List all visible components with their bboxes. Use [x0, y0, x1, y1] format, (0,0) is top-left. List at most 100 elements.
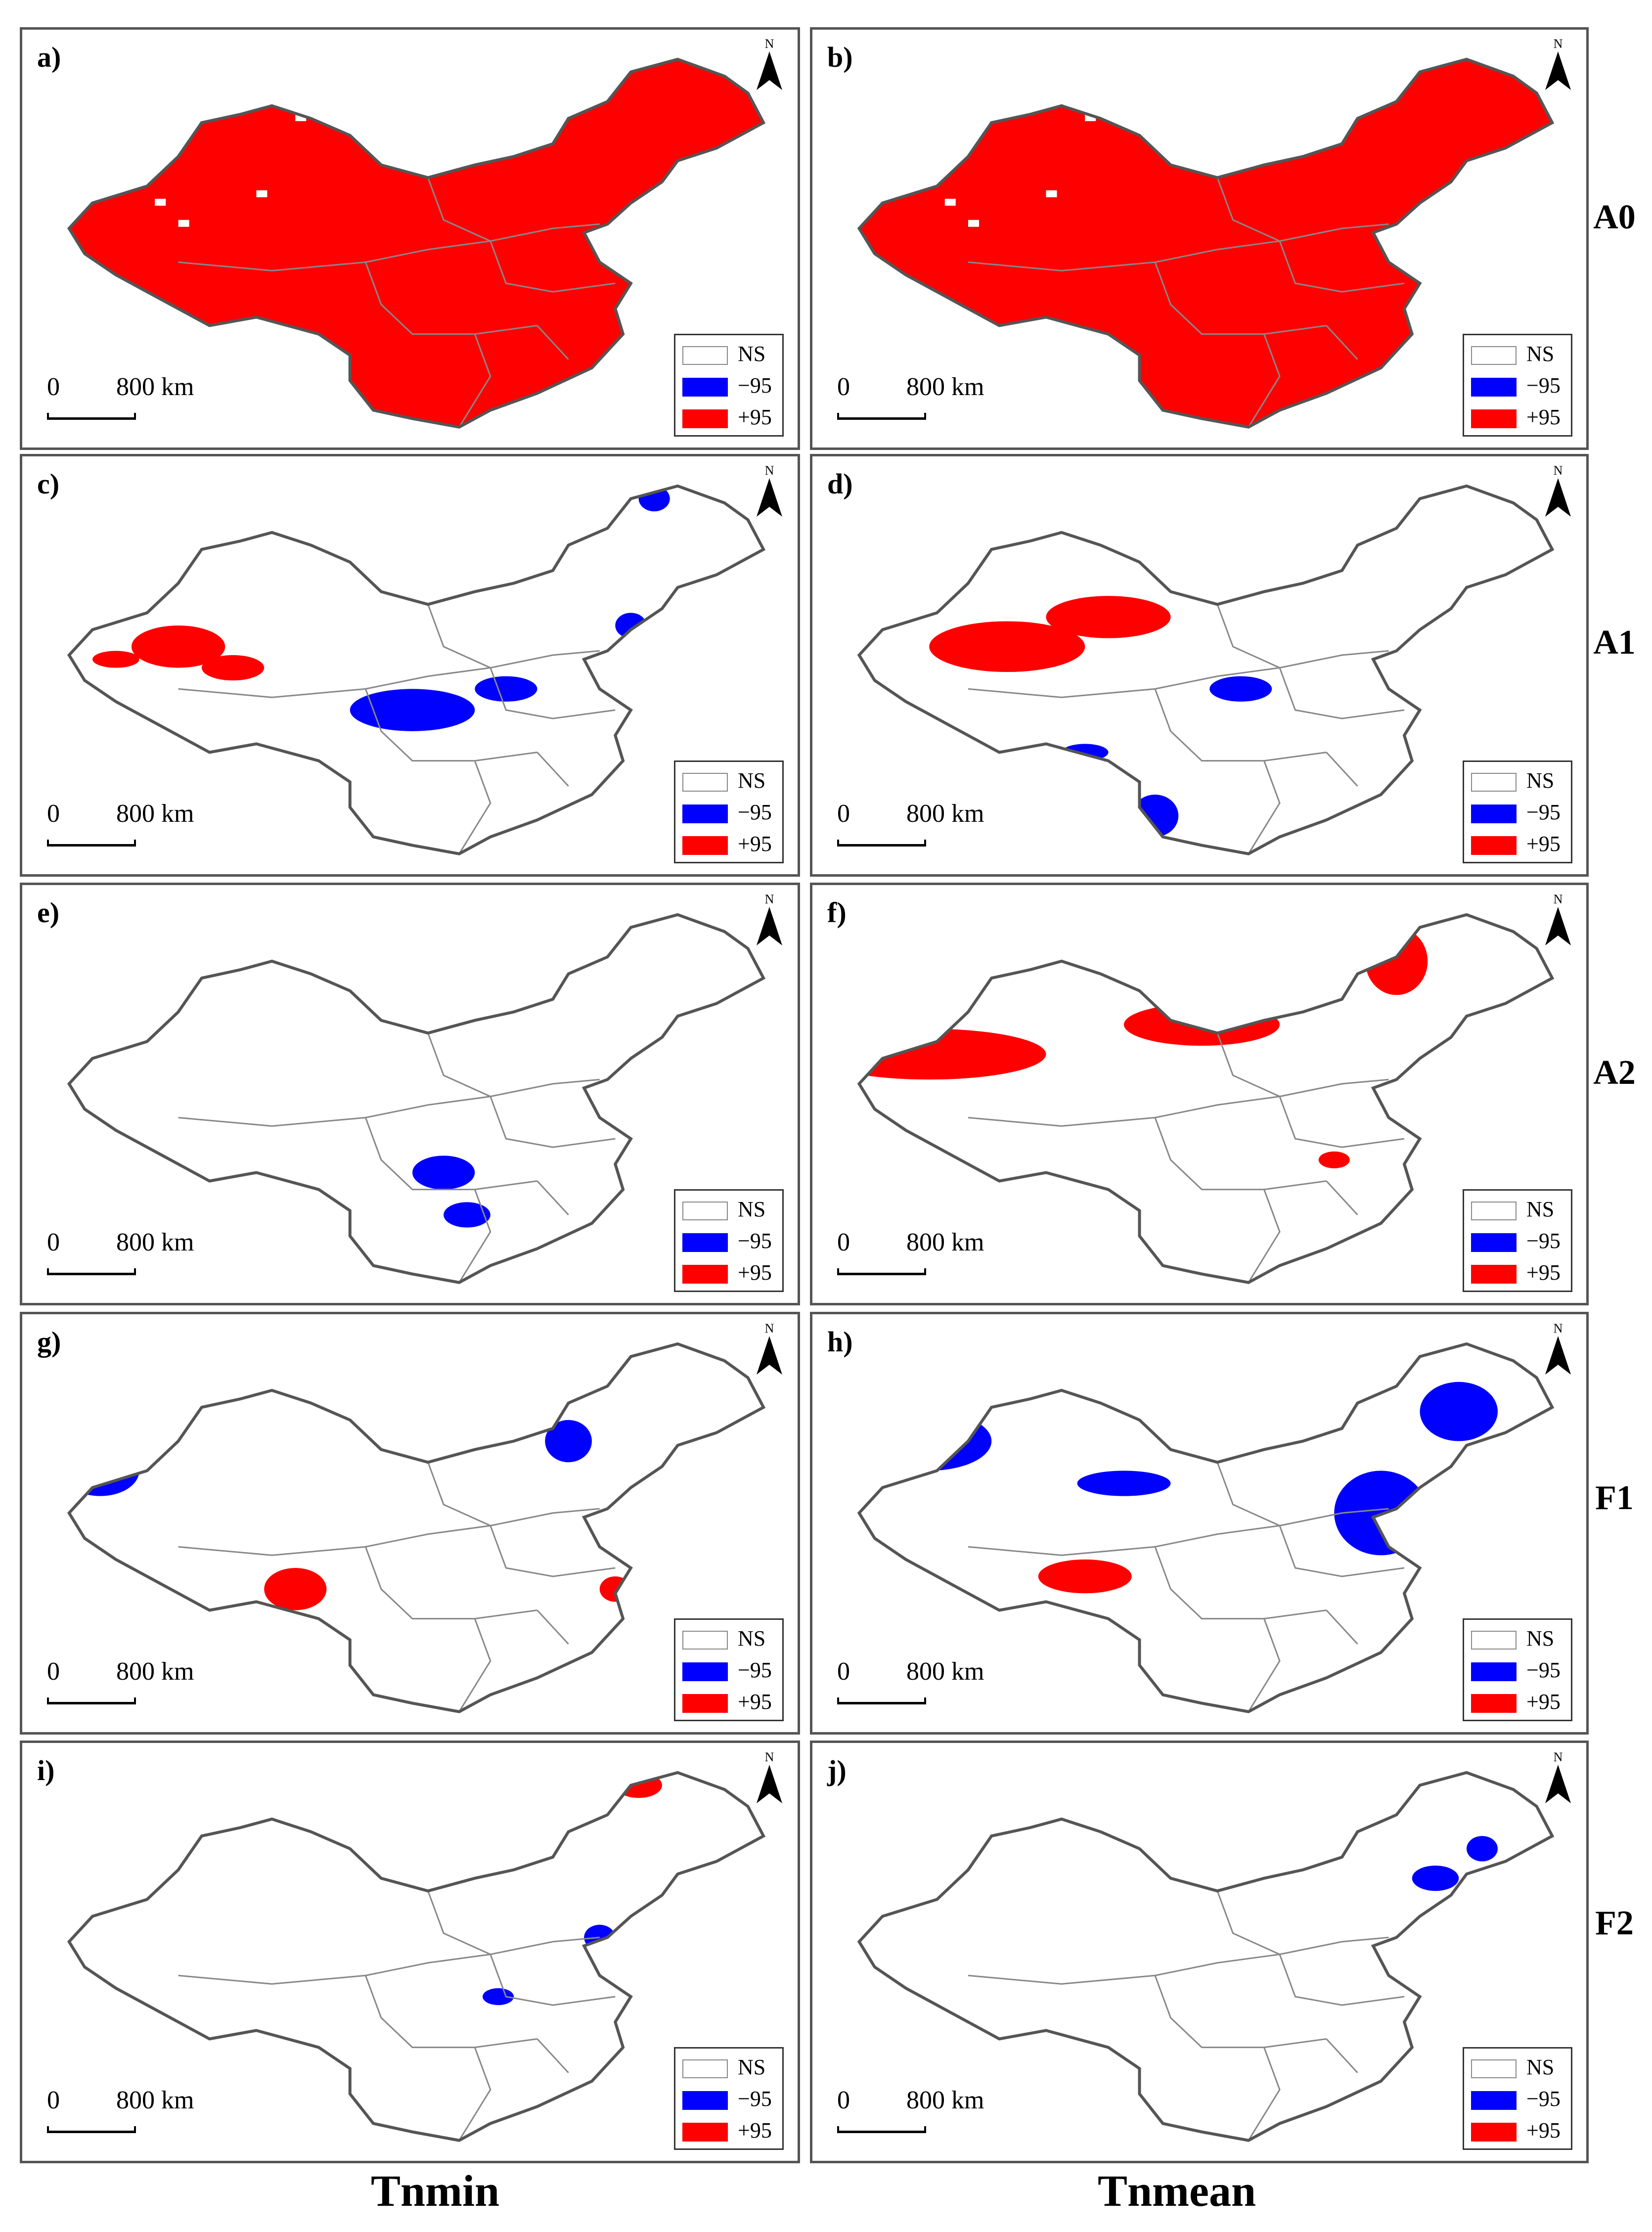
legend-swatch: [1471, 1694, 1517, 1713]
legend-swatch: [682, 1662, 728, 1681]
province-border: [1279, 667, 1405, 719]
legend-item: NS: [682, 1625, 781, 1652]
legend-label: +95: [1526, 1260, 1561, 1285]
province-border: [536, 1180, 569, 1215]
legend-label: −95: [738, 1658, 772, 1682]
legend: NS −95 +95: [1463, 760, 1572, 863]
north-letter: N: [764, 1321, 774, 1336]
north-letter: N: [1553, 1750, 1563, 1764]
legend-label: −95: [738, 2087, 772, 2111]
legend-item: −95: [1471, 1656, 1570, 1684]
scale-zero: 0: [47, 800, 60, 828]
china-map: [857, 484, 1555, 855]
province-border: [490, 1096, 616, 1148]
panel-label: i): [37, 1754, 55, 1786]
ns-region: [906, 292, 917, 299]
row-label-f1: F1: [1595, 1479, 1634, 1517]
country-fill: [859, 486, 1553, 854]
legend-item: +95: [682, 403, 781, 431]
legend: NS −95 +95: [674, 760, 784, 863]
map-panel-a: a) N 0 800 km NS −95 +95: [20, 27, 800, 450]
significant-decrease-region: [475, 676, 537, 702]
significant-decrease-region: [69, 1445, 139, 1496]
province-border: [1279, 1096, 1405, 1148]
province-border: [536, 2038, 569, 2073]
legend-swatch: [1471, 836, 1517, 855]
legend-swatch: [682, 1233, 728, 1252]
legend-label: NS: [1526, 2055, 1555, 2079]
china-map: [67, 484, 766, 855]
legend-swatch: [1471, 2091, 1517, 2110]
scale-zero: 0: [47, 1657, 60, 1686]
legend-item: −95: [1471, 2085, 1570, 2113]
scale-bar: 0 800 km: [837, 372, 984, 427]
legend-item: +95: [682, 2117, 781, 2144]
legend-item: −95: [682, 1227, 781, 1255]
significant-decrease-region: [412, 1156, 475, 1190]
province-border: [458, 1189, 491, 1283]
north-arrow-icon: N: [752, 1750, 787, 1807]
province-border: [1279, 240, 1405, 293]
panel-label: h): [827, 1326, 853, 1358]
province-border: [458, 2047, 491, 2141]
province-border: [490, 240, 616, 293]
north-arrow-icon: N: [752, 463, 787, 520]
legend-label: +95: [1526, 405, 1561, 429]
significant-increase-region: [859, 1028, 1046, 1080]
significant-increase-region: [1318, 1151, 1350, 1168]
legend: NS −95 +95: [1463, 2047, 1572, 2150]
legend-item: +95: [1471, 830, 1570, 858]
scale-bar: 0 800 km: [47, 1657, 194, 1711]
legend-item: NS: [1471, 1196, 1570, 1223]
row-label-a0: A0: [1593, 198, 1636, 236]
scale-line: [47, 1697, 136, 1704]
scale-bar: 0 800 km: [47, 2086, 194, 2140]
arrow-glyph-icon: [1545, 51, 1571, 90]
scale-zero: 0: [47, 2086, 60, 2114]
row-label-a1: A1: [1593, 624, 1636, 662]
scale-line: [47, 1268, 136, 1275]
legend: NS −95 +95: [674, 334, 784, 437]
legend-swatch: [682, 1694, 728, 1713]
panel-label: c): [37, 468, 60, 500]
province-border: [1326, 2038, 1358, 2073]
legend: NS −95 +95: [1463, 1189, 1572, 1292]
legend-item: −95: [1471, 372, 1570, 400]
scale-line: [47, 2126, 136, 2133]
country-outline: [857, 1342, 1555, 1713]
province-border: [1154, 262, 1327, 335]
arrow-glyph-icon: [757, 51, 782, 90]
map-panel-e: e) N 0 800 km NS −95 +95: [20, 883, 800, 1305]
province-border: [1248, 1189, 1281, 1283]
scale-bar: 0 800 km: [837, 799, 984, 853]
north-letter: N: [1553, 37, 1563, 51]
legend-swatch: [682, 2123, 728, 2142]
map-panel-b: b) N 0 800 km NS −95 +95: [810, 27, 1589, 450]
province-border: [1326, 1609, 1358, 1645]
significant-decrease-region: [615, 613, 647, 638]
legend-swatch: [682, 773, 728, 792]
north-letter: N: [764, 463, 774, 478]
legend-swatch: [682, 1631, 728, 1650]
legend-label: −95: [1526, 800, 1561, 824]
province-border: [1154, 1117, 1327, 1191]
scale-distance: 800 km: [116, 373, 194, 401]
legend-item: −95: [1471, 1227, 1570, 1255]
province-border: [1279, 1525, 1405, 1577]
country-outline: [857, 484, 1555, 855]
china-map: [67, 1771, 766, 2142]
ns-region: [116, 292, 127, 299]
province-border: [1326, 752, 1358, 787]
legend-label: NS: [1526, 1197, 1555, 1221]
legend-item: −95: [682, 372, 781, 400]
legend-item: −95: [682, 1656, 781, 1684]
legend-swatch: [682, 804, 728, 823]
province-border: [536, 325, 569, 360]
province-border: [1248, 760, 1281, 854]
country-fill: [69, 914, 764, 1283]
ns-region: [178, 220, 189, 227]
china-map: [857, 1342, 1555, 1713]
scale-bar: 0 800 km: [47, 1228, 194, 1282]
legend-item: +95: [682, 830, 781, 858]
scale-distance: 800 km: [116, 2086, 194, 2114]
